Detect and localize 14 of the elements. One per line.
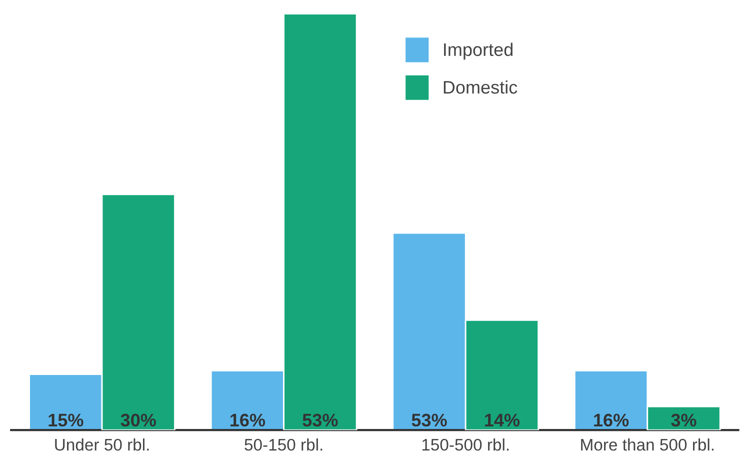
- data-label: 30%: [120, 414, 156, 427]
- data-label: 14%: [485, 414, 520, 426]
- data-label: 16%: [594, 414, 629, 427]
- x-tick-label: Under 50 rbl.: [55, 438, 149, 451]
- legend-label: Imported: [444, 42, 512, 60]
- data-label: 15%: [48, 414, 84, 427]
- data-label: 53%: [302, 414, 338, 427]
- x-tick-label: 50-150 rbl.: [244, 438, 322, 451]
- data-label: 3%: [671, 414, 696, 427]
- x-tick-label: More than 500 rbl.: [581, 438, 714, 451]
- data-label: 16%: [230, 414, 266, 427]
- x-tick-label: 150-500 rbl.: [422, 438, 509, 451]
- legend-label: Domestic: [444, 80, 518, 94]
- data-label: 53%: [412, 414, 447, 427]
